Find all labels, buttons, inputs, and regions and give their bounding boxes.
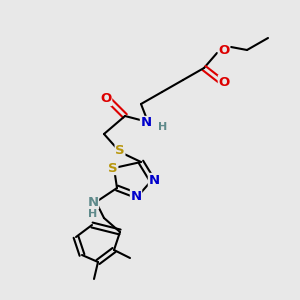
Text: N: N [148, 173, 160, 187]
Text: N: N [140, 116, 152, 130]
Text: N: N [130, 190, 142, 202]
Text: S: S [108, 161, 118, 175]
Text: H: H [88, 209, 98, 219]
Text: S: S [115, 145, 125, 158]
Text: N: N [87, 196, 99, 208]
Text: O: O [218, 76, 230, 88]
Text: H: H [158, 122, 168, 132]
Text: O: O [100, 92, 112, 106]
Text: O: O [218, 44, 230, 56]
